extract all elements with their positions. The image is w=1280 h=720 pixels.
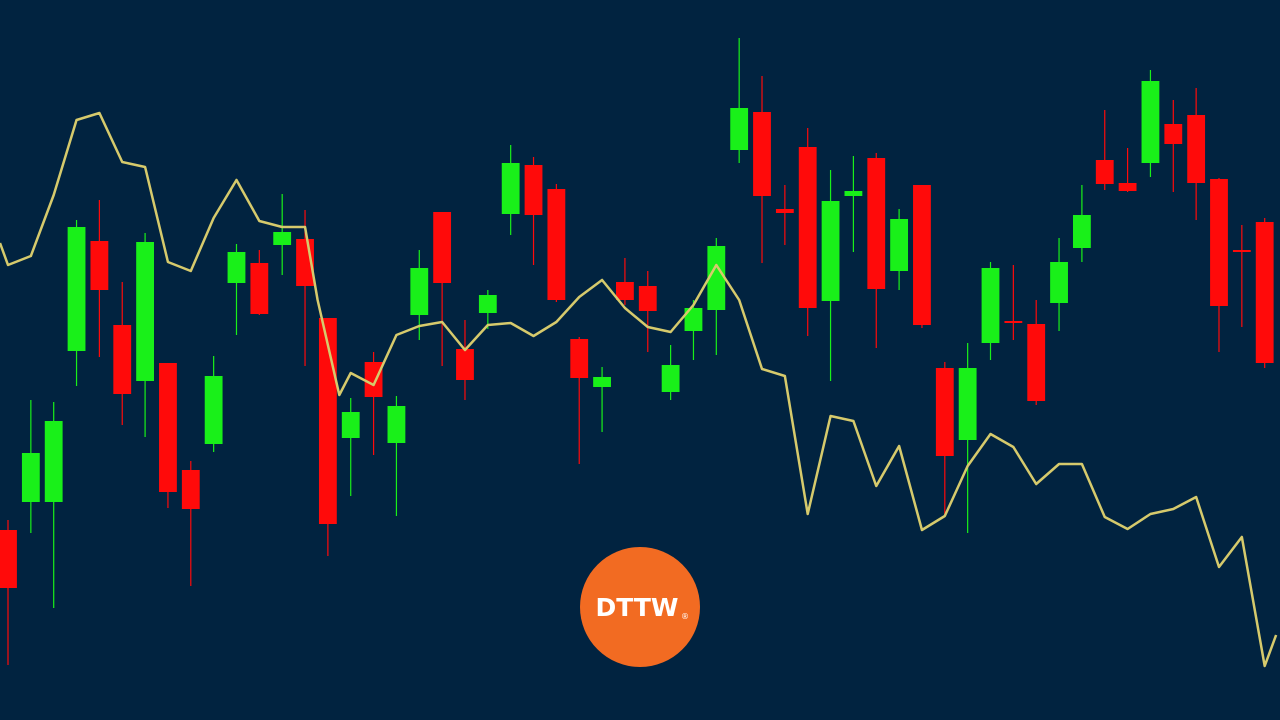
candle-body — [364, 362, 383, 397]
candle-body — [1050, 262, 1068, 303]
logo-circle — [580, 547, 700, 667]
candle-body — [433, 212, 452, 283]
candle-body — [707, 246, 726, 310]
logo-mark: ® — [681, 612, 689, 621]
candle-body — [616, 282, 634, 300]
candle-body — [410, 268, 429, 315]
candle-body — [181, 470, 200, 509]
candle-body — [273, 232, 292, 245]
candle-body — [1004, 321, 1023, 323]
candle-body — [890, 219, 909, 271]
candle-body — [1187, 115, 1206, 183]
candle-body — [867, 158, 886, 289]
plot — [0, 38, 1278, 668]
candle-body — [501, 163, 520, 214]
candle-body — [1232, 250, 1251, 252]
candle-body — [981, 268, 1000, 343]
candle-body — [227, 252, 246, 283]
candle-body — [159, 363, 177, 492]
candle-body — [593, 377, 611, 387]
candle-body — [90, 241, 109, 290]
candle-body — [478, 295, 497, 313]
candle-body — [44, 421, 63, 502]
candle-body — [1255, 222, 1274, 363]
candle-body — [661, 365, 680, 392]
candle-body — [21, 453, 40, 502]
candle-body — [753, 112, 771, 196]
candle-body — [341, 412, 360, 438]
candle-body — [204, 376, 223, 444]
candle-body — [844, 191, 863, 196]
candle-body — [547, 189, 566, 300]
candle-body — [1027, 324, 1046, 401]
candle-body — [524, 165, 543, 215]
indicator-line — [0, 111, 1278, 668]
candle-body — [67, 227, 86, 351]
candle-body — [798, 147, 817, 308]
candle-body — [570, 339, 589, 378]
candle-body — [821, 201, 840, 301]
candle-body — [935, 368, 954, 456]
candle-body — [1072, 215, 1091, 248]
candle-body — [958, 368, 977, 440]
candle-body — [113, 325, 132, 394]
candle-body — [775, 209, 794, 213]
candle-body — [1141, 81, 1160, 163]
candle-body — [250, 263, 269, 314]
candle-body — [1095, 160, 1114, 184]
candle-body — [1210, 179, 1228, 306]
candle-body — [136, 242, 155, 381]
candle-body — [387, 406, 406, 443]
candle-body — [638, 286, 657, 311]
candle-body — [1118, 183, 1137, 191]
candle-body — [730, 108, 749, 150]
candle-body — [684, 308, 703, 331]
logo-text: DTTW — [595, 593, 678, 622]
candle-body — [456, 349, 474, 380]
candle-body — [913, 185, 931, 325]
candle-body — [0, 530, 17, 588]
candle-body — [1164, 124, 1183, 144]
